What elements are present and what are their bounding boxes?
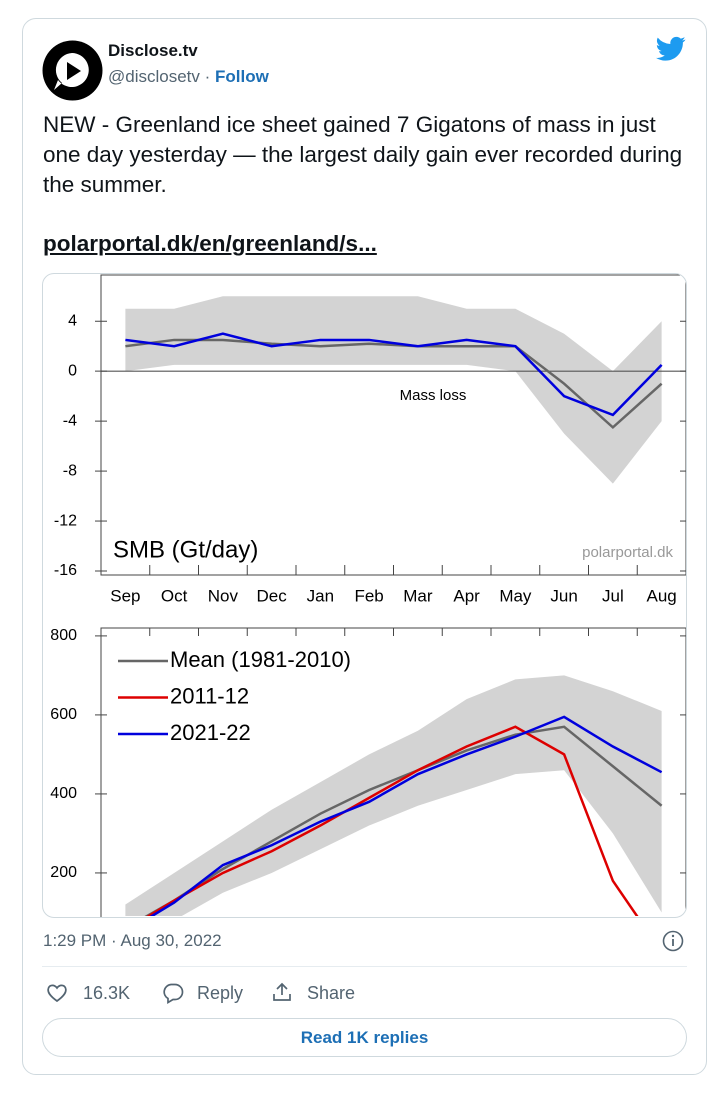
tweet-link[interactable]: polarportal.dk/en/greenland/s... (43, 231, 377, 256)
y-tick-label: -12 (54, 512, 77, 529)
like-icon[interactable] (46, 982, 68, 1004)
y-tick-label: -8 (63, 462, 77, 479)
series-line (124, 725, 663, 916)
y-tick-label: 0 (68, 362, 77, 379)
y-tick-label: 600 (50, 706, 77, 723)
author-handle-row: @disclosetv · Follow (108, 67, 269, 86)
x-tick-label: Jan (307, 586, 334, 605)
y-tick-label: 4 (68, 312, 77, 329)
follow-button[interactable]: Follow (215, 67, 269, 86)
x-tick-label: Dec (257, 586, 288, 605)
timestamp[interactable]: 1:29 PM · Aug 30, 2022 (43, 931, 222, 950)
legend-label: 2011-12 (170, 683, 249, 708)
range-band (125, 675, 662, 916)
share-button[interactable]: Share (307, 983, 356, 1003)
info-icon[interactable] (662, 930, 684, 952)
x-tick-label: Sep (110, 586, 140, 605)
x-tick-label: Jun (550, 586, 577, 605)
like-count[interactable]: 16.3K (83, 983, 131, 1003)
tweet-image[interactable] (42, 273, 687, 918)
range-band (125, 296, 662, 484)
x-tick-label: Apr (453, 586, 480, 605)
x-tick-label: May (499, 586, 532, 605)
divider (42, 966, 687, 967)
tweet-text: NEW - Greenland ice sheet gained 7 Gigat… (43, 112, 683, 197)
y-tick-label: 800 (50, 627, 77, 644)
annotation: Mass loss (400, 387, 467, 404)
chart-group: -16 -12 -8 -4 0 4 Sep Oct Nov Dec Jan Feb Mar Apr May J… (50, 274, 686, 917)
read-replies-button[interactable]: Read 1K replies (42, 1018, 687, 1057)
plot-area (124, 675, 663, 916)
y-tick-label: 200 (50, 864, 77, 881)
tweet-card (22, 18, 707, 1075)
x-tick-label: Mar (403, 586, 433, 605)
legend-label: Mean (1981-2010) (170, 647, 351, 672)
avatar[interactable] (42, 40, 103, 101)
x-tick-label: Oct (161, 586, 188, 605)
author-name[interactable]: Disclose.tv (108, 41, 198, 60)
reply-icon[interactable] (162, 982, 184, 1004)
chart-source: polarportal.dk (582, 544, 673, 561)
series-line (124, 725, 663, 916)
twitter-logo[interactable] (656, 36, 686, 62)
reply-button[interactable]: Reply (197, 983, 244, 1003)
x-tick-label: Jul (602, 586, 624, 605)
x-tick-label: Nov (208, 586, 239, 605)
share-icon[interactable] (271, 981, 293, 1003)
x-tick-label: Aug (647, 586, 677, 605)
series-line (125, 338, 663, 430)
x-tick-label: Feb (354, 586, 383, 605)
legend-label: 2021-22 (170, 720, 251, 745)
chart-title: SMB (Gt/day) (113, 536, 258, 563)
plot-area (101, 296, 686, 484)
y-tick-label: -16 (54, 562, 77, 579)
author-handle[interactable]: @disclosetv (108, 67, 200, 86)
series-line (125, 332, 663, 417)
y-tick-label: 400 (50, 785, 77, 802)
series-line (124, 715, 663, 916)
y-tick-label: -4 (63, 412, 77, 429)
